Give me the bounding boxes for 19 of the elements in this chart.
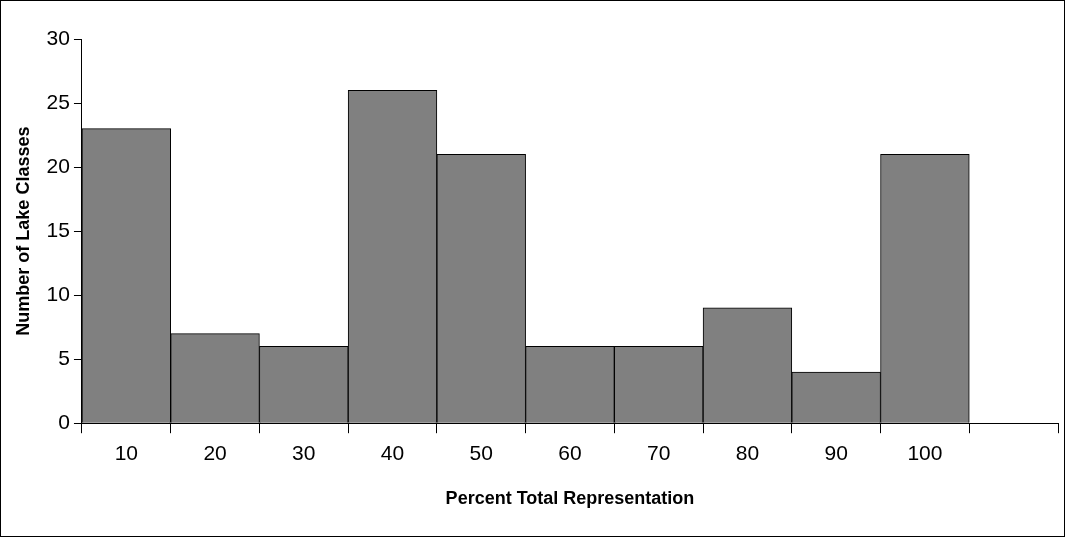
y-tick-label: 10 — [46, 281, 70, 305]
x-tick-label: 30 — [292, 440, 316, 464]
y-axis-title: Number of Lake Classes — [12, 126, 33, 336]
x-tick-label: 90 — [824, 440, 848, 464]
x-tick-label: 70 — [647, 440, 671, 464]
x-tick-label: 10 — [114, 440, 138, 464]
x-tick-label: 50 — [469, 440, 493, 464]
y-tick-label: 0 — [58, 410, 70, 433]
x-tick-label: 80 — [735, 440, 760, 464]
x-tick-label: 40 — [380, 440, 405, 464]
x-tick-label: 20 — [203, 440, 227, 464]
y-tick-label: 15 — [46, 217, 70, 241]
y-tick-label: 20 — [46, 153, 70, 177]
x-axis-title: Percent Total Representation — [445, 488, 695, 509]
y-tick-label: 30 — [46, 25, 70, 49]
y-tick-label: 5 — [58, 345, 70, 369]
x-tick-label: 60 — [558, 440, 582, 464]
x-tick-label: 100 — [907, 440, 943, 464]
y-tick-label: 25 — [46, 89, 70, 113]
